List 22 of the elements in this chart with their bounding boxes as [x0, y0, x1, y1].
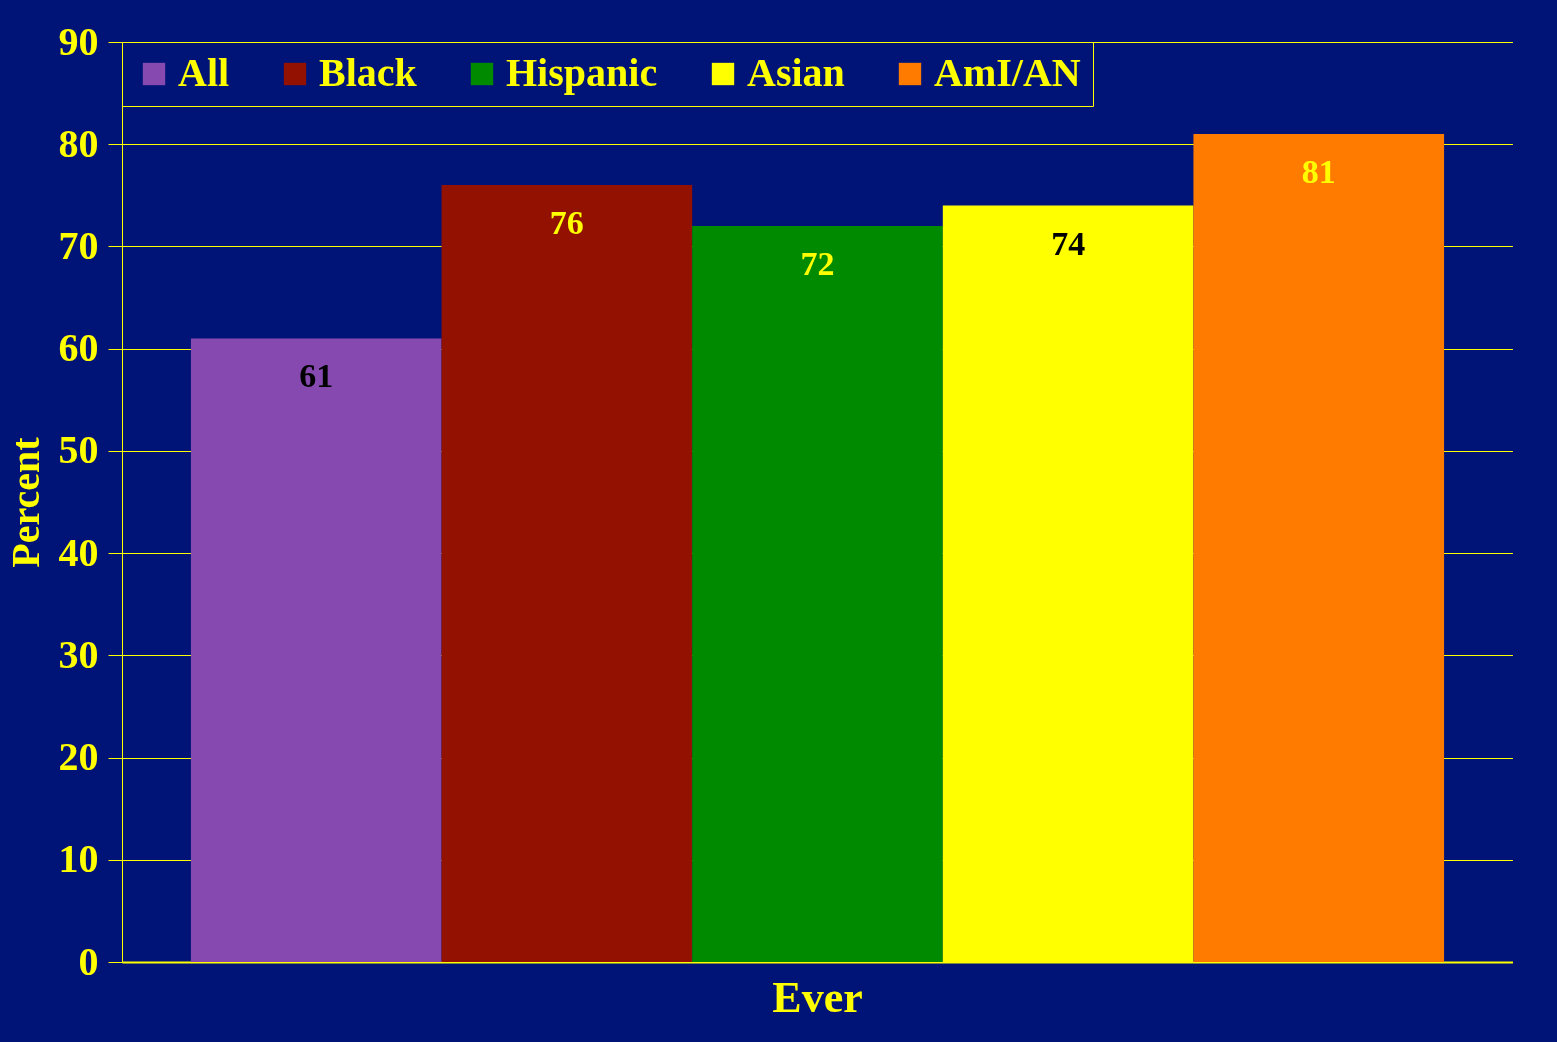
y-tick-label: 90 [58, 18, 99, 64]
legend-label: AmI/AN [934, 50, 1081, 95]
y-tick-label: 10 [58, 836, 99, 882]
x-tick-label: Ever [772, 972, 863, 1022]
legend-label: Asian [747, 50, 845, 95]
y-tick-label: 20 [58, 734, 99, 780]
y-tick-label: 30 [58, 631, 99, 677]
y-tick-label: 40 [58, 529, 99, 575]
y-tick-label: 70 [58, 222, 99, 268]
data-label: 74 [1051, 224, 1086, 262]
legend-label: Hispanic [506, 50, 658, 95]
data-label: 72 [800, 245, 835, 282]
y-tick-label: 0 [78, 938, 99, 984]
legend-label: Black [319, 50, 418, 95]
data-label: 81 [1301, 153, 1336, 190]
y-tick-label: 50 [58, 427, 99, 473]
legend-label: All [178, 50, 230, 95]
y-tick-label: 80 [58, 120, 99, 166]
y-tick-label: 60 [58, 325, 99, 371]
y-axis-title: Percent [2, 436, 48, 568]
data-label: 76 [549, 204, 584, 242]
data-label: 61 [299, 357, 334, 395]
